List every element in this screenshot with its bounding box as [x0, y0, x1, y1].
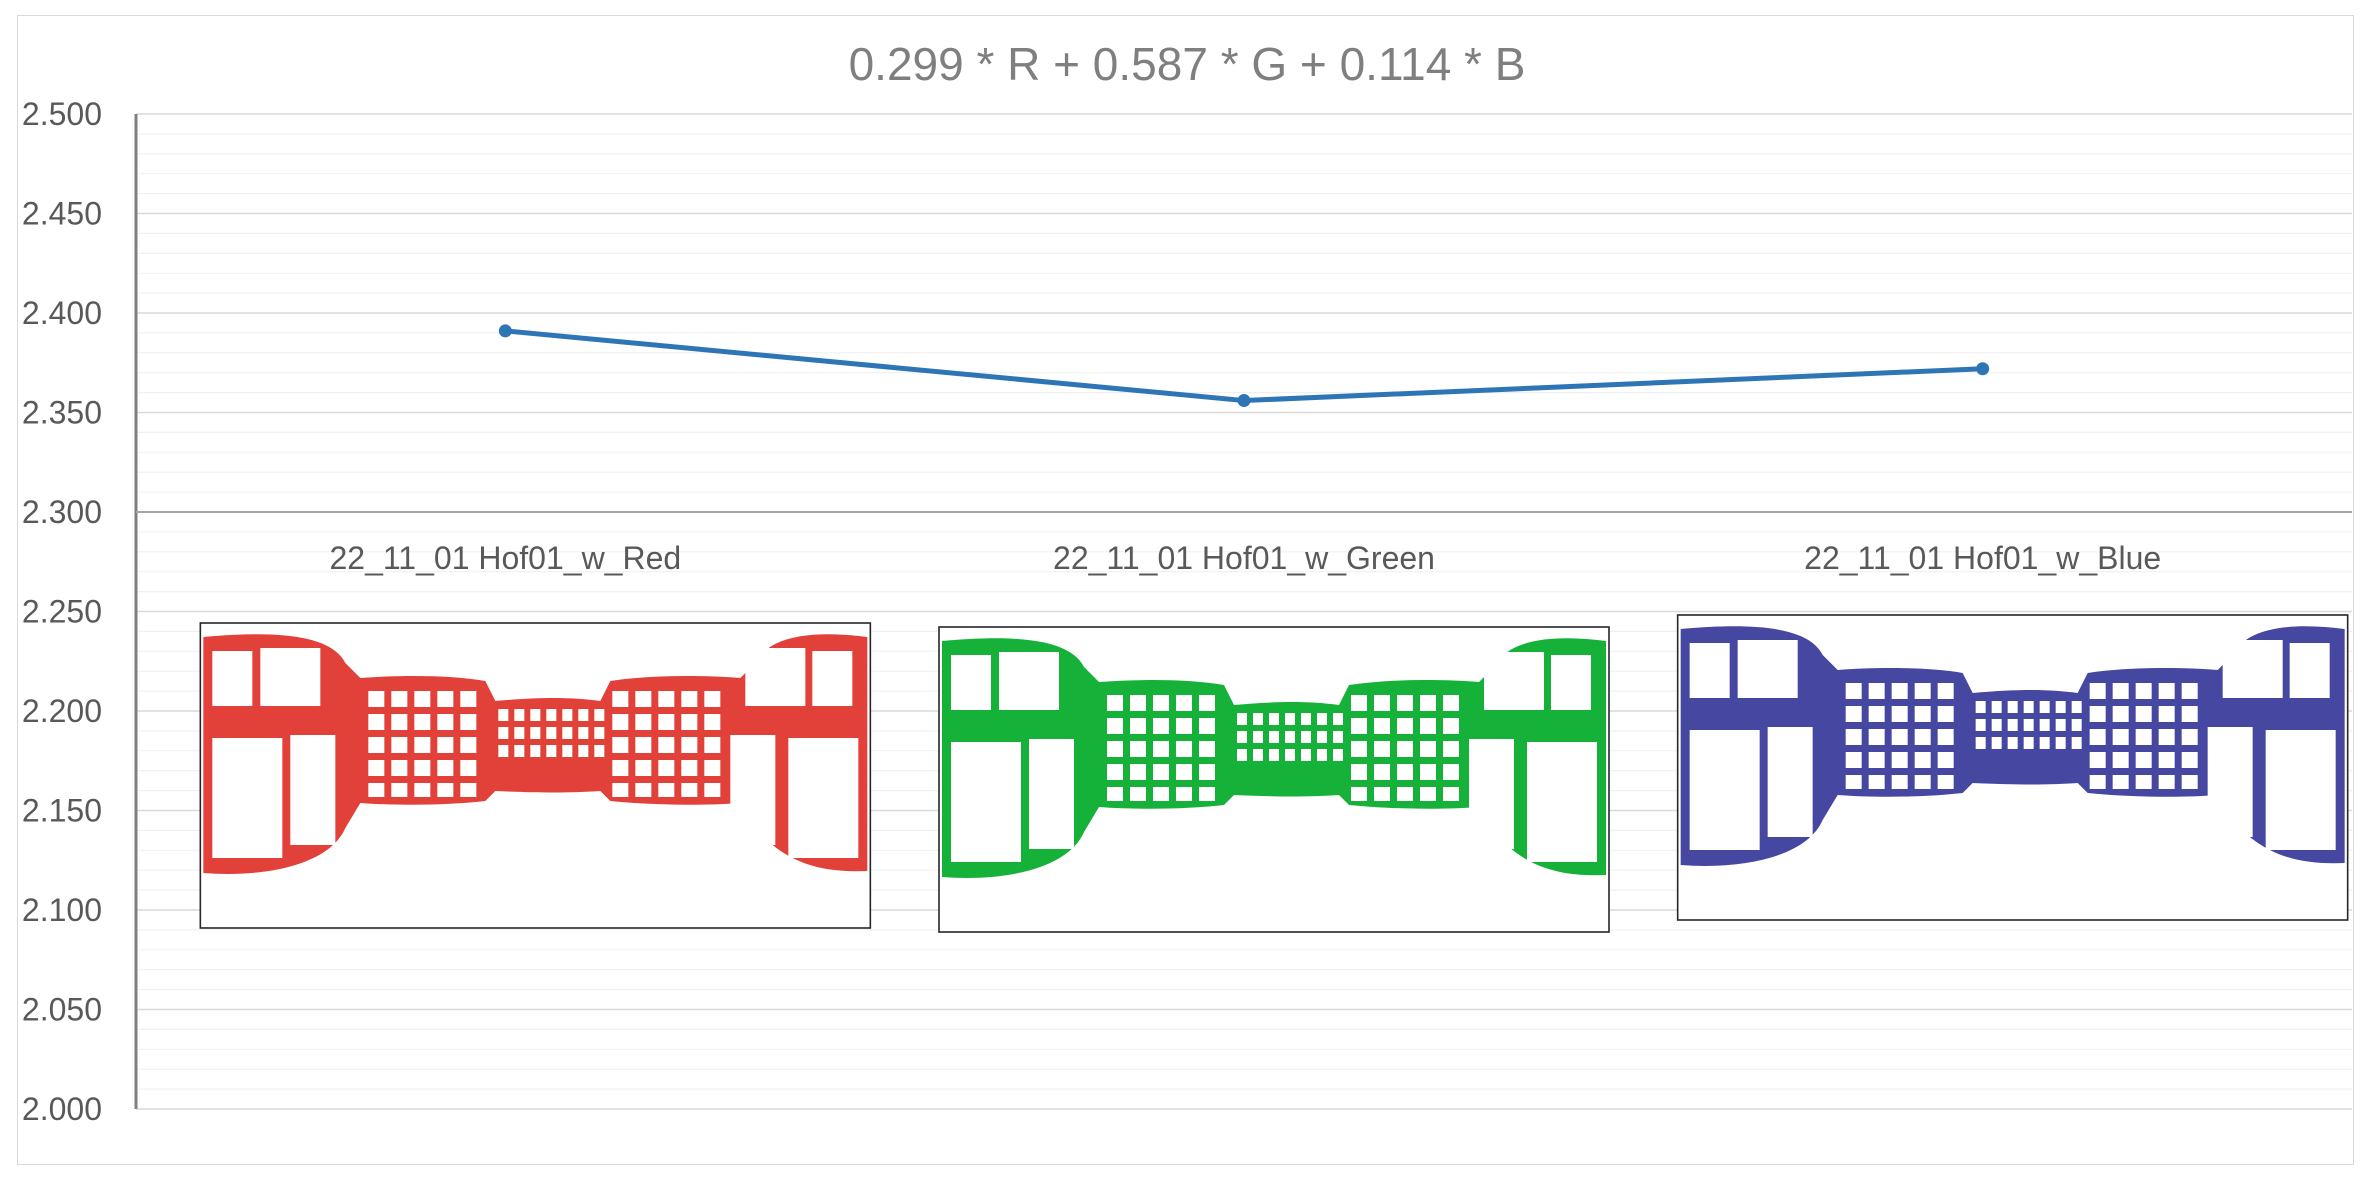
y-tick-label: 2.300	[22, 494, 102, 530]
y-tick-label: 2.050	[22, 992, 102, 1028]
y-tick-label: 2.100	[22, 892, 102, 928]
y-tick-label: 2.450	[22, 196, 102, 232]
y-tick-label: 2.150	[22, 793, 102, 829]
courtyard-panorama-blue-icon	[1676, 614, 2349, 921]
data-point	[1976, 362, 1990, 376]
y-tick-label: 2.500	[22, 96, 102, 132]
series-layer	[498, 324, 1990, 408]
courtyard-panorama-green-icon	[938, 626, 1610, 933]
x-category-label: 22_11_01 Hof01_w_Green	[1053, 540, 1435, 576]
x-category-label: 22_11_01 Hof01_w_Blue	[1804, 540, 2161, 576]
data-point	[498, 324, 512, 338]
series-line	[505, 328, 1983, 404]
y-tick-label: 2.200	[22, 693, 102, 729]
y-tick-label: 2.350	[22, 395, 102, 431]
y-tick-label: 2.250	[22, 594, 102, 630]
category-labels: 22_11_01 Hof01_w_Red 22_11_01 Hof01_w_Gre…	[329, 540, 2161, 576]
axes: 2.500 2.450 2.400 2.350 2.300 2.250 2.200 2.150…	[22, 96, 2352, 1127]
gridlines	[136, 113, 2352, 1110]
x-category-label: 22_11_01 Hof01_w_Red	[329, 540, 681, 576]
thumbnails	[199, 614, 2349, 933]
y-tick-label: 2.400	[22, 295, 102, 331]
courtyard-panorama-red-icon	[199, 622, 872, 929]
chart-title: 0.299 * R + 0.587 * G + 0.114 * B	[849, 38, 1526, 90]
chart-area	[17, 15, 2354, 1165]
y-tick-label: 2.000	[22, 1091, 102, 1127]
data-point	[1237, 394, 1251, 408]
